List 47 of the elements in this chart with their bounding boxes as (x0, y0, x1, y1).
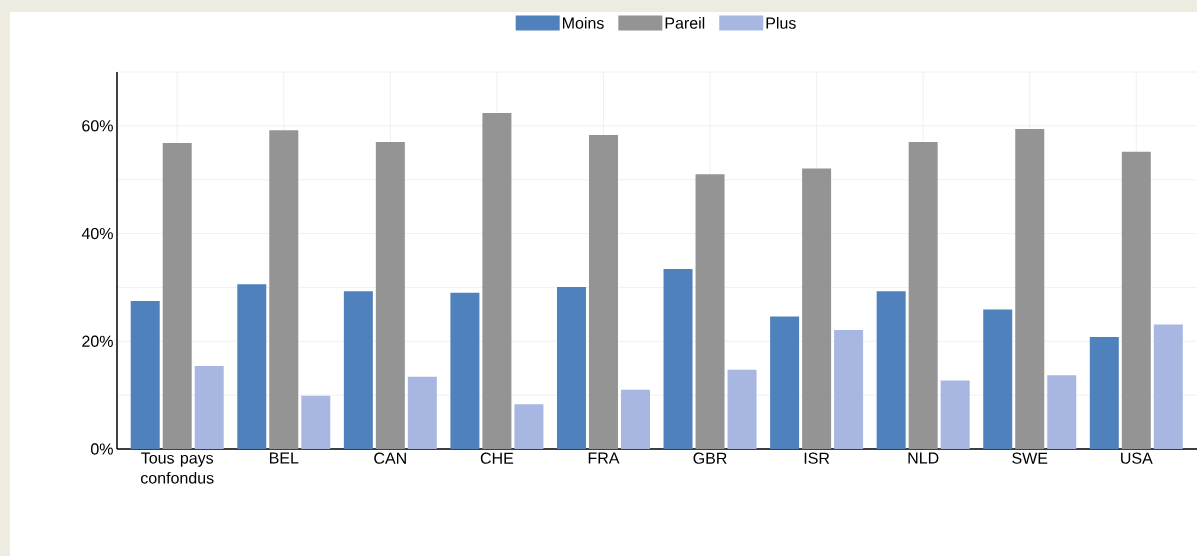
bar (588, 135, 618, 449)
bar (269, 130, 299, 449)
bar (695, 174, 725, 449)
bar (237, 284, 267, 449)
bar (620, 389, 650, 449)
x-tick-label: BEL (269, 452, 299, 464)
bar (1153, 324, 1183, 449)
bar (983, 309, 1013, 449)
x-tick-label: NLD (908, 452, 939, 464)
x-tick-label: SWE (1012, 452, 1048, 464)
bar (343, 291, 373, 449)
x-tick-label: GBR (693, 452, 727, 464)
bar (1089, 336, 1119, 449)
x-tick-label: CAN (374, 452, 406, 464)
legend-label: Moins (562, 17, 604, 29)
bar (194, 366, 224, 449)
x-tick-label: ISR (804, 452, 830, 464)
bar (162, 143, 192, 449)
bar (802, 168, 832, 449)
legend-label: Plus (766, 17, 796, 29)
bar (482, 112, 512, 449)
y-tick-label: 0% (90, 443, 113, 455)
bar (876, 291, 906, 449)
x-tick-label: FRA (588, 452, 620, 464)
y-tick-label: 40% (81, 227, 113, 240)
bar (1121, 151, 1151, 449)
bar (514, 404, 544, 449)
bar (663, 269, 693, 449)
y-tick-label: 60% (82, 120, 113, 132)
bar (407, 376, 437, 449)
bar (450, 292, 480, 449)
bar (1015, 129, 1045, 449)
x-tick-label: CHE (480, 452, 514, 464)
y-tick-label: 20% (82, 335, 113, 347)
bar (1047, 375, 1077, 449)
bar (770, 316, 800, 449)
bar (301, 395, 331, 449)
legend-label: Pareil (665, 17, 705, 29)
bar (834, 329, 864, 449)
bar (556, 286, 586, 449)
bar (908, 142, 938, 449)
bar (375, 142, 405, 449)
bar (940, 380, 970, 449)
x-tick-label: USA (1121, 452, 1153, 464)
bar (130, 300, 160, 449)
x-tick-label: Tous pays confondus (140, 452, 214, 484)
bar (727, 369, 757, 449)
